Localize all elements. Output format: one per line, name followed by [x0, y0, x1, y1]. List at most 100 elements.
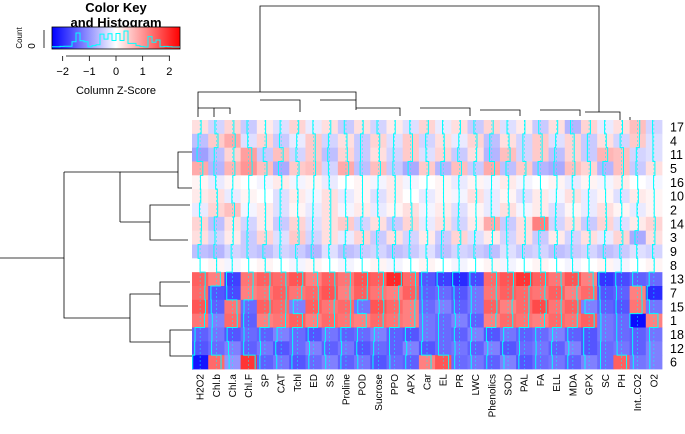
heatmap-cell: [224, 216, 242, 232]
heatmap-cell: [370, 355, 387, 370]
heatmap-cell: [451, 272, 468, 287]
heatmap-cell: [532, 355, 549, 370]
heatmap-cell: [386, 327, 404, 342]
column-label: PR: [455, 374, 466, 388]
heatmap-cell: [402, 203, 420, 218]
heatmap-cell: [240, 120, 258, 135]
color-key-xlabel: Column Z-Score: [76, 85, 156, 97]
trace-line: [210, 120, 222, 369]
trace-line: [324, 120, 336, 369]
trace-line: [535, 120, 547, 369]
color-key-tick-label: −2: [56, 66, 69, 78]
heatmap-cell: [192, 216, 209, 232]
heatmap-cell: [580, 327, 598, 342]
trace-line: [452, 120, 462, 369]
column-label: ELL: [552, 374, 563, 392]
heatmap-cell: [451, 244, 468, 259]
heatmap-cell: [435, 327, 452, 342]
color-key-ticks: −2 −1 0 1 2: [56, 56, 172, 78]
row-dendrogram-lower-cluster: [129, 281, 194, 357]
heatmap-cell: [580, 203, 598, 218]
row-label: 13: [670, 273, 684, 287]
heatmap-cell: [321, 203, 339, 218]
heatmap-cell: [208, 120, 225, 135]
column-label: Proline: [341, 374, 352, 406]
heatmap-cell: [354, 244, 371, 259]
row-label: 5: [670, 162, 677, 176]
column-label: APX: [406, 374, 417, 394]
column-label: PPO: [390, 374, 401, 395]
heatmap-cell: [289, 272, 306, 287]
heatmap-cell: [629, 147, 647, 162]
heatmap-cell: [580, 244, 598, 259]
column-label: EL: [439, 374, 450, 387]
heatmap-cell: [273, 120, 290, 135]
heatmap-cell: [564, 244, 582, 259]
heatmap-cell: [240, 355, 258, 370]
heatmap-cell: [289, 244, 306, 259]
trace-line: [469, 120, 478, 369]
heatmap-cell: [435, 272, 452, 287]
color-key-ylabel: Count: [15, 27, 24, 49]
heatmap-cell: [224, 327, 242, 342]
row-label: 16: [670, 176, 684, 190]
trace-line: [291, 120, 304, 369]
heatmap-cell: [613, 120, 630, 135]
heatmap-cell: [370, 147, 387, 162]
column-dendrogram-sub-branches: [197, 99, 631, 120]
heatmap-cell: [597, 355, 614, 370]
heatmap-cell: [629, 272, 647, 287]
heatmap-cell: [613, 299, 630, 315]
heatmap-cell: [483, 175, 501, 190]
trace-line: [421, 120, 432, 369]
row-label: 11: [670, 148, 683, 162]
heatmap-cell: [256, 299, 274, 315]
heatmap-cell: [613, 244, 630, 259]
heatmap-cell: [192, 147, 209, 162]
heatmap-cell: [208, 244, 225, 259]
heatmap-cell: [337, 203, 355, 218]
heatmap-cell: [516, 355, 533, 370]
trace-line: [340, 120, 352, 369]
heatmap-cell: [224, 244, 242, 259]
heatmap-cell: [192, 272, 209, 287]
heatmap-cell: [289, 175, 306, 190]
heatmap-cell: [402, 244, 420, 259]
heatmap-cell: [305, 299, 323, 315]
heatmap-cell: [597, 203, 614, 218]
row-dendrogram-main-split: [63, 171, 130, 319]
heatmap-cell: [564, 272, 582, 287]
column-label: Tchl: [293, 374, 304, 392]
row-label: 1: [670, 314, 677, 328]
heatmap-cell: [451, 120, 468, 135]
column-label: SC: [601, 374, 612, 388]
heatmap-cell: [564, 216, 582, 232]
heatmap-cell: [483, 327, 501, 342]
color-key: Color Key and Histogram Count 0 −2 −1 0 1 2 …: [15, 0, 181, 97]
trace-line: [225, 120, 238, 369]
trace-line: [389, 120, 402, 369]
column-label: GPX: [585, 374, 596, 395]
heatmap-cell: [613, 327, 630, 342]
row-dendrogram-upper-cluster: [120, 130, 197, 241]
column-dendrogram-left-branch: [197, 91, 357, 108]
heatmap-cell: [337, 355, 355, 370]
heatmap-cell: [467, 244, 485, 259]
heatmap-cell: [532, 272, 549, 287]
heatmap-cell: [435, 355, 452, 370]
heatmap-cell: [467, 147, 485, 162]
heatmap-cell: [256, 175, 274, 190]
heatmap-cell: [273, 147, 290, 162]
heatmap-cell: [224, 147, 242, 162]
row-label: 7: [670, 286, 677, 300]
heatmap-cell: [435, 147, 452, 162]
column-label: Chl.F: [244, 374, 255, 398]
trace-line: [485, 120, 498, 369]
heatmap-cell: [256, 327, 274, 342]
heatmap-cell: [240, 203, 258, 218]
heatmap-cell: [548, 244, 566, 259]
heatmap-cell: [386, 355, 404, 370]
heatmap-cell: [337, 147, 355, 162]
color-key-tick-label: 0: [113, 66, 119, 78]
heatmap-cell: [402, 327, 420, 342]
